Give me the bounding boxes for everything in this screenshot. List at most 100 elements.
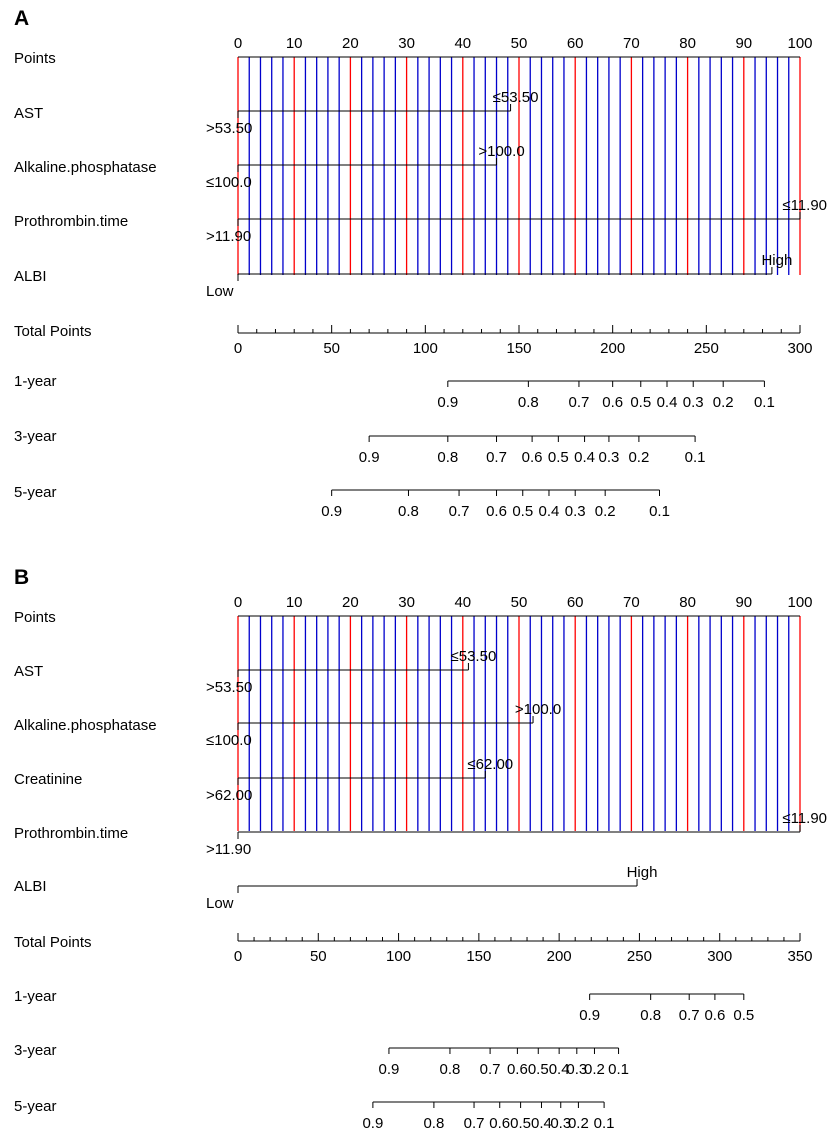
points-tick-label: 10 — [286, 594, 303, 611]
survival-tick-label: 0.7 — [464, 1115, 485, 1131]
variable-level-label: >53.50 — [206, 120, 252, 137]
survival-tick-label: 0.7 — [569, 394, 590, 411]
survival-tick-label: 0.5 — [733, 1007, 754, 1024]
variable-axis: Low High — [206, 252, 792, 300]
row-label-survival: 5-year — [14, 1098, 57, 1115]
row-label-variable: ALBI — [14, 878, 47, 895]
survival-tick-label: 0.6 — [507, 1061, 528, 1078]
survival-axis: 0.9 0.8 0.7 0.6 0.5 0.4 0.3 0.2 0.1 — [321, 489, 670, 520]
variable-level-label: High — [627, 864, 658, 881]
variable-axis: >62.00 ≤62.00 — [206, 756, 513, 804]
survival-tick-label: 0.2 — [713, 394, 734, 411]
row-labels: Points AST Alkaline.phosphatase Prothrombin… — [14, 50, 157, 501]
variable-level-label: ≤53.50 — [493, 89, 539, 106]
points-tick-label: 20 — [342, 594, 359, 611]
total-points-tick-label: 350 — [787, 948, 812, 965]
row-label-total-points: Total Points — [14, 934, 92, 951]
survival-tick-label: 0.2 — [595, 503, 616, 520]
variable-axis: Low High — [206, 864, 657, 912]
survival-tick-label: 0.6 — [489, 1115, 510, 1131]
variable-level-label: >11.90 — [206, 841, 251, 858]
points-tick-label: 60 — [567, 594, 584, 611]
points-tick-label: 80 — [679, 35, 696, 52]
variable-level-label: ≤53.50 — [451, 648, 497, 665]
points-tick-label: 20 — [342, 35, 359, 52]
variable-axis: >11.90 ≤11.90 — [206, 197, 827, 245]
survival-tick-label: 0.3 — [683, 394, 704, 411]
survival-tick-label: 0.4 — [539, 503, 560, 520]
variable-level-label: >53.50 — [206, 679, 252, 696]
total-points-tick-label: 250 — [627, 948, 652, 965]
row-label-variable: AST — [14, 105, 43, 122]
variable-level-label: ≤62.00 — [467, 756, 513, 773]
survival-tick-label: 0.2 — [584, 1061, 605, 1078]
row-label-survival: 3-year — [14, 428, 57, 445]
survival-tick-label: 0.9 — [321, 503, 342, 520]
points-tick-label: 0 — [234, 594, 242, 611]
variable-axis: >53.50 ≤53.50 — [206, 89, 538, 137]
row-labels: Points AST Alkaline.phosphatase Creatinine P… — [14, 609, 157, 1115]
points-tick-label: 90 — [735, 35, 752, 52]
points-tick-label: 10 — [286, 35, 303, 52]
variable-level-label: Low — [206, 283, 234, 300]
points-tick-label: 100 — [787, 35, 812, 52]
total-points-tick-label: 50 — [323, 340, 340, 357]
variable-level-label: >11.90 — [206, 228, 251, 245]
survival-tick-label: 0.5 — [510, 1115, 531, 1131]
survival-tick-label: 0.9 — [579, 1007, 600, 1024]
points-tick-label: 50 — [511, 35, 528, 52]
variable-level-label: Low — [206, 895, 234, 912]
variable-level-label: ≤11.90 — [782, 810, 827, 827]
total-points-tick-label: 0 — [234, 340, 242, 357]
total-points-tick-label: 150 — [466, 948, 491, 965]
variable-level-label: >100.0 — [515, 701, 561, 718]
points-tick-label: 50 — [511, 594, 528, 611]
variable-level-label: ≤100.0 — [206, 732, 252, 749]
points-tick-label: 30 — [398, 35, 415, 52]
variable-axis: >11.90 ≤11.90 — [206, 810, 827, 858]
row-label-variable: Alkaline.phosphatase — [14, 159, 157, 176]
points-tick-label: 90 — [735, 594, 752, 611]
points-tick-label: 30 — [398, 594, 415, 611]
points-tick-label: 100 — [787, 594, 812, 611]
survival-tick-label: 0.6 — [486, 503, 507, 520]
row-label-variable: Creatinine — [14, 771, 82, 788]
survival-tick-label: 0.9 — [359, 449, 380, 466]
nomogram-panel-b: B Points AST Alkaline.phosphatase Creatinine… — [14, 566, 827, 1131]
points-tick-label: 70 — [623, 35, 640, 52]
points-tick-label: 70 — [623, 594, 640, 611]
survival-tick-label: 0.1 — [754, 394, 775, 411]
gridlines — [237, 57, 801, 275]
survival-tick-label: 0.2 — [568, 1115, 589, 1131]
total-points-axis: 0 50 100 150 200 250 300 350 — [234, 933, 813, 965]
survival-tick-label: 0.1 — [608, 1061, 629, 1078]
survival-tick-label: 0.1 — [685, 449, 706, 466]
survival-tick-label: 0.1 — [649, 503, 670, 520]
points-axis: 0 10 20 30 40 50 60 70 80 90 100 — [234, 35, 813, 58]
row-label-variable: Prothrombin.time — [14, 213, 128, 230]
variable-level-label: ≤100.0 — [206, 174, 252, 191]
variable-axis: ≤100.0 >100.0 — [206, 701, 561, 749]
survival-tick-label: 0.4 — [549, 1061, 570, 1078]
survival-tick-label: 0.3 — [566, 1061, 587, 1078]
total-points-tick-label: 150 — [506, 340, 531, 357]
total-points-tick-label: 300 — [707, 948, 732, 965]
survival-tick-label: 0.4 — [531, 1115, 552, 1131]
panel-label: B — [14, 566, 29, 589]
variable-level-label: >62.00 — [206, 787, 252, 804]
survival-tick-label: 0.3 — [550, 1115, 571, 1131]
row-label-points: Points — [14, 50, 56, 67]
points-tick-label: 80 — [679, 594, 696, 611]
survival-tick-label: 0.9 — [379, 1061, 400, 1078]
survival-tick-label: 0.9 — [362, 1115, 383, 1131]
total-points-tick-label: 100 — [386, 948, 411, 965]
points-tick-label: 0 — [234, 35, 242, 52]
panel-label: A — [14, 7, 29, 30]
survival-tick-label: 0.7 — [480, 1061, 501, 1078]
total-points-tick-label: 200 — [600, 340, 625, 357]
survival-tick-label: 0.8 — [398, 503, 419, 520]
points-tick-label: 40 — [454, 594, 471, 611]
total-points-tick-label: 300 — [787, 340, 812, 357]
points-tick-label: 40 — [454, 35, 471, 52]
